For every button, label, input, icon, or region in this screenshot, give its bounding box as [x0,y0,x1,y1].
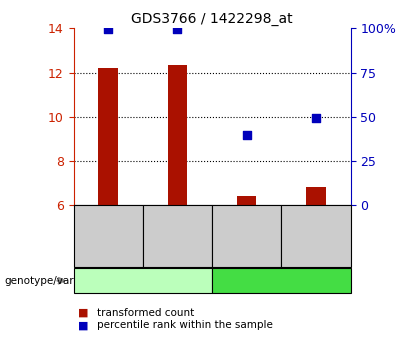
Text: percentile rank within the sample: percentile rank within the sample [97,320,273,330]
Bar [98,68,118,205]
Text: GSM436518: GSM436518 [242,207,252,266]
Text: IKKbeta overexpression: IKKbeta overexpression [228,276,335,285]
Text: GSM436519: GSM436519 [311,207,321,266]
Bar [237,196,257,205]
Bar [168,65,187,205]
Point [244,132,250,137]
Point [174,27,181,32]
Text: GSM436516: GSM436516 [103,207,113,266]
Text: control: control [125,276,161,286]
Text: transformed count: transformed count [97,308,194,318]
Title: GDS3766 / 1422298_at: GDS3766 / 1422298_at [131,12,293,26]
Bar [306,187,326,205]
Text: ■: ■ [78,308,88,318]
Point [313,115,320,120]
Point [105,27,112,32]
Text: ■: ■ [78,320,88,330]
Text: GSM436517: GSM436517 [173,207,182,266]
Text: genotype/variation: genotype/variation [4,276,103,286]
